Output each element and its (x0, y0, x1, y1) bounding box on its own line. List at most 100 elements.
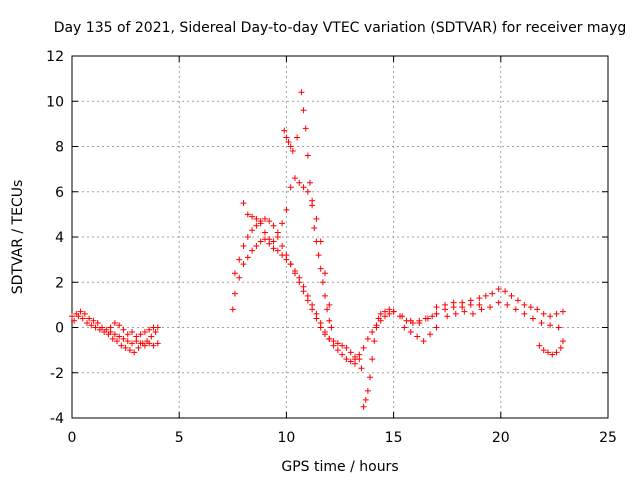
data-point (313, 315, 320, 322)
data-point (146, 326, 153, 333)
data-point (461, 308, 468, 315)
data-point (469, 310, 476, 317)
data-point (495, 286, 502, 293)
data-point (291, 270, 298, 277)
data-point (315, 252, 322, 259)
data-point (287, 184, 294, 191)
data-point (291, 175, 298, 182)
data-point (253, 215, 260, 222)
grid (72, 56, 608, 418)
data-point (111, 319, 118, 326)
series-arc-9 (352, 301, 483, 363)
data-point (356, 351, 363, 358)
data-point (240, 200, 247, 207)
data-point (371, 338, 378, 345)
data-point (285, 138, 292, 145)
data-point (120, 335, 127, 342)
data-point (71, 317, 78, 324)
data-point (92, 324, 99, 331)
data-point (450, 299, 457, 306)
data-point (139, 340, 146, 347)
y-tick-label: -4 (50, 411, 64, 427)
data-point (144, 338, 151, 345)
data-point (270, 222, 277, 229)
data-point (343, 356, 350, 363)
data-point (88, 322, 95, 329)
data-point (386, 310, 393, 317)
data-point (321, 331, 328, 338)
data-point (122, 344, 129, 351)
data-point (131, 349, 138, 356)
data-point (326, 317, 333, 324)
data-point (249, 213, 256, 220)
data-point (330, 338, 337, 345)
data-point (476, 295, 483, 302)
data-point (283, 134, 290, 141)
data-point (540, 347, 547, 354)
data-point (236, 256, 243, 263)
data-point (296, 179, 303, 186)
data-point (321, 270, 328, 277)
data-point (116, 322, 123, 329)
data-point (326, 301, 333, 308)
data-point (478, 306, 485, 313)
data-point (266, 218, 273, 225)
data-point (536, 342, 543, 349)
data-point (495, 299, 502, 306)
data-point (416, 319, 423, 326)
data-point (152, 329, 159, 336)
data-point (527, 304, 534, 311)
data-point (317, 324, 324, 331)
data-point (244, 254, 251, 261)
y-tick-label: -2 (50, 366, 64, 382)
data-point (339, 351, 346, 358)
y-tick-label: 4 (55, 230, 64, 246)
data-point (270, 245, 277, 252)
data-point (482, 292, 489, 299)
data-point (321, 292, 328, 299)
x-tick-label: 25 (599, 430, 617, 446)
data-point (433, 310, 440, 317)
data-point (304, 152, 311, 159)
data-point (300, 288, 307, 295)
data-point (287, 143, 294, 150)
data-point (154, 340, 161, 347)
data-point (373, 322, 380, 329)
data-point (362, 396, 369, 403)
data-point (553, 349, 560, 356)
series-arc-8 (358, 306, 440, 410)
data-point (266, 236, 273, 243)
data-point (289, 148, 296, 155)
data-point (236, 274, 243, 281)
series-arc-11 (444, 299, 562, 331)
data-point (339, 342, 346, 349)
data-point (270, 238, 277, 245)
data-point (148, 333, 155, 340)
data-point (324, 306, 331, 313)
data-point (514, 297, 521, 304)
data-point (489, 290, 496, 297)
data-point (253, 243, 260, 250)
data-point (306, 179, 313, 186)
data-point (407, 329, 414, 336)
data-point (261, 215, 268, 222)
data-point (300, 184, 307, 191)
data-point (433, 324, 440, 331)
y-axis-label: SDTVAR / TECUs (10, 180, 26, 295)
x-tick-label: 0 (68, 430, 77, 446)
y-tick-label: 10 (46, 94, 64, 110)
data-point (296, 279, 303, 286)
data-point (326, 335, 333, 342)
data-point (231, 270, 238, 277)
x-tick-label: 10 (277, 430, 295, 446)
data-point (141, 329, 148, 336)
data-point (124, 331, 131, 338)
data-point (538, 319, 545, 326)
data-point (294, 134, 301, 141)
y-tick-label: 2 (55, 275, 64, 291)
data-point (364, 387, 371, 394)
data-point (334, 347, 341, 354)
data-point (420, 338, 427, 345)
y-tick-label: 8 (55, 140, 64, 156)
